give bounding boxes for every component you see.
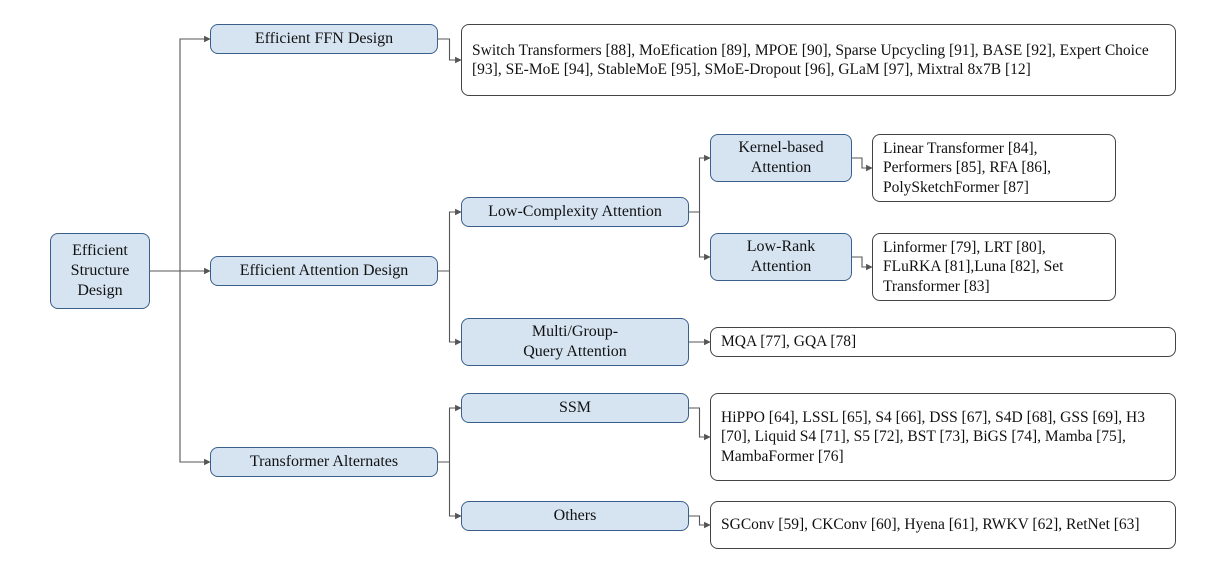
node-ffn-label: Efficient FFN Design: [255, 29, 393, 49]
leaf-ffn-text: Switch Transformers [88], MoEfication [8…: [472, 41, 1165, 80]
node-low-complexity-attention: Low-Complexity Attention: [461, 197, 689, 227]
leaf-ssm-methods: HiPPO [64], LSSL [65], S4 [66], DSS [67]…: [710, 393, 1176, 481]
leaf-others-methods: SGConv [59], CKConv [60], Hyena [61], RW…: [710, 501, 1176, 549]
node-lowrank-label: Low-RankAttention: [747, 237, 815, 277]
node-alt-label: Transformer Alternates: [250, 452, 398, 472]
node-root: EfficientStructureDesign: [50, 233, 150, 309]
leaf-ssm-text: HiPPO [64], LSSL [65], S4 [66], DSS [67]…: [721, 408, 1165, 466]
leaf-ffn-methods: Switch Transformers [88], MoEfication [8…: [461, 24, 1176, 96]
leaf-lowrank-text: Linformer [79], LRT [80], FLuRKA [81],Lu…: [883, 238, 1105, 296]
node-kernel-based-attention: Kernel-basedAttention: [710, 134, 852, 182]
node-root-label: EfficientStructureDesign: [71, 241, 130, 301]
node-ssm: SSM: [461, 393, 689, 423]
node-efficient-ffn-design: Efficient FFN Design: [210, 24, 438, 54]
diagram-canvas: EfficientStructureDesign Efficient FFN D…: [0, 0, 1226, 569]
node-ssm-label: SSM: [559, 398, 591, 418]
node-kernel-label: Kernel-basedAttention: [738, 138, 823, 178]
node-attn-label: Efficient Attention Design: [240, 261, 409, 281]
leaf-lowrank-methods: Linformer [79], LRT [80], FLuRKA [81],Lu…: [872, 233, 1116, 301]
node-mgq-label: Multi/Group-Query Attention: [523, 322, 627, 362]
node-lowcomplex-label: Low-Complexity Attention: [488, 202, 662, 222]
node-efficient-attention-design: Efficient Attention Design: [210, 256, 438, 286]
node-transformer-alternates: Transformer Alternates: [210, 447, 438, 477]
node-others-label: Others: [554, 506, 597, 526]
leaf-kernel-text: Linear Transformer [84], Performers [85]…: [883, 139, 1105, 197]
leaf-mgq-methods: MQA [77], GQA [78]: [710, 327, 1176, 357]
node-multi-group-query-attention: Multi/Group-Query Attention: [461, 318, 689, 366]
leaf-others-text: SGConv [59], CKConv [60], Hyena [61], RW…: [721, 515, 1140, 534]
node-others: Others: [461, 501, 689, 531]
leaf-kernel-methods: Linear Transformer [84], Performers [85]…: [872, 134, 1116, 202]
leaf-mgq-text: MQA [77], GQA [78]: [721, 332, 856, 351]
node-low-rank-attention: Low-RankAttention: [710, 233, 852, 281]
